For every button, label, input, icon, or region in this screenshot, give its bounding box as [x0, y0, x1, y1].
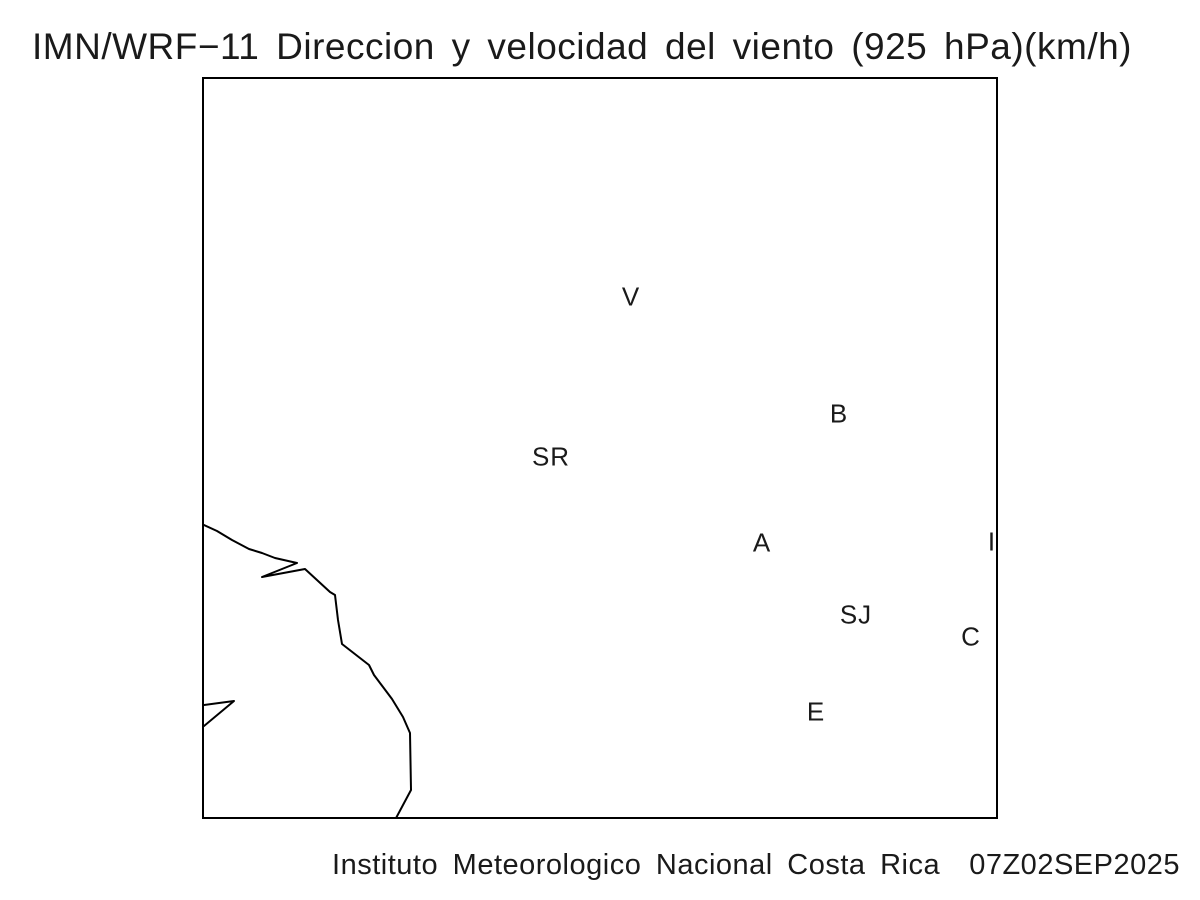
coastline-inlet-path	[204, 700, 235, 727]
station-label-A: A	[752, 527, 772, 558]
station-label-E: E	[806, 696, 826, 727]
credit-timestamp-line: Instituto Meteorologico Nacional Costa R…	[332, 849, 1180, 881]
coastline-layer	[204, 524, 412, 817]
station-label-SJ: SJ	[839, 599, 873, 630]
station-label-C: C	[961, 621, 981, 652]
station-label-I: I	[987, 526, 997, 557]
station-label-V: V	[621, 281, 641, 312]
map-area: V B SR A I SJ C E	[204, 79, 996, 817]
coastline-path	[204, 524, 412, 817]
map-plot-frame: V B SR A I SJ C E	[202, 77, 998, 819]
page-title: IMN/WRF−11 Direccion y velocidad del vie…	[32, 26, 1133, 67]
station-label-B: B	[829, 398, 849, 429]
station-label-SR: SR	[531, 441, 571, 472]
